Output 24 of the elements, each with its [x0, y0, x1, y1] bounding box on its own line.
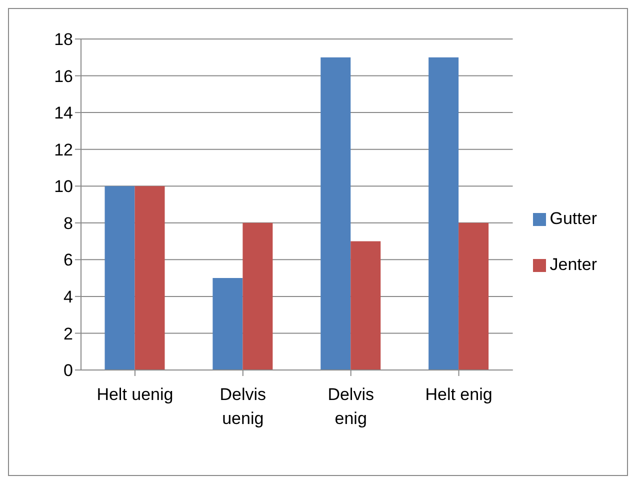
legend-label: Jenter: [550, 255, 597, 274]
y-tick-label: 18: [54, 30, 73, 50]
y-tick-label: 6: [64, 250, 73, 270]
y-tick-label: 0: [64, 361, 73, 380]
bar: [212, 278, 243, 370]
y-tick-label: 4: [64, 287, 73, 306]
x-tick-label: Delvis uenig: [220, 385, 266, 428]
bar: [428, 57, 459, 370]
y-tick-label: 2: [64, 324, 73, 344]
bar: [350, 241, 381, 370]
y-tick-label: 10: [54, 177, 73, 196]
y-tick-label: 8: [64, 214, 73, 233]
x-tick-label: Helt enig: [425, 385, 492, 404]
bar: [134, 186, 165, 370]
y-tick-label: 12: [54, 140, 73, 160]
bar: [458, 222, 489, 370]
x-tick-label: Delvis enig: [328, 385, 374, 428]
x-tick-label: Helt uenig: [96, 385, 174, 404]
y-tick-label: 16: [54, 66, 73, 86]
bar: [242, 222, 273, 370]
bar: [104, 186, 135, 370]
bar: [320, 57, 351, 370]
legend-label: Gutter: [550, 209, 597, 228]
y-tick-label: 14: [54, 104, 73, 123]
